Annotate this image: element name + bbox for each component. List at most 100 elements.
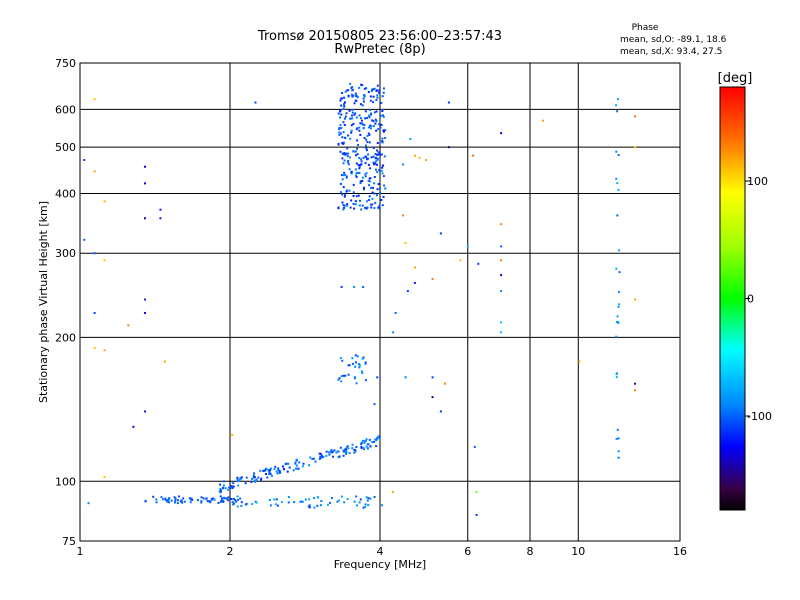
data-point (93, 252, 96, 255)
data-point (359, 103, 362, 106)
data-point (361, 371, 364, 374)
data-point (325, 454, 328, 457)
data-point (155, 501, 158, 504)
data-point (358, 167, 361, 170)
data-point (374, 118, 377, 121)
y-tick-label: 750 (55, 57, 76, 70)
data-point (244, 482, 247, 485)
data-point (615, 373, 618, 376)
data-point (352, 183, 355, 186)
data-point (376, 188, 379, 191)
data-point (473, 445, 476, 448)
data-point (359, 122, 362, 125)
data-point (284, 462, 287, 465)
data-point (370, 186, 373, 189)
data-point (337, 456, 340, 459)
data-point (365, 147, 368, 150)
data-point (339, 446, 342, 449)
data-point (362, 448, 365, 451)
data-point (359, 180, 362, 183)
data-point (354, 112, 357, 115)
data-point (233, 502, 236, 505)
data-point (371, 441, 374, 444)
data-point (358, 129, 361, 132)
data-point (340, 285, 343, 288)
data-point (336, 500, 339, 503)
data-point (617, 450, 620, 453)
data-point (205, 497, 208, 500)
data-point (370, 203, 373, 206)
data-point (377, 183, 380, 186)
data-point (369, 108, 372, 111)
data-point (542, 119, 545, 122)
data-point (236, 477, 239, 480)
data-point (351, 443, 354, 446)
data-point (239, 497, 242, 500)
data-point (353, 500, 356, 503)
data-point (331, 455, 334, 458)
data-point (377, 206, 380, 209)
data-point (329, 501, 332, 504)
data-point (361, 180, 364, 183)
data-point (346, 445, 349, 448)
data-point (372, 161, 375, 164)
data-point (372, 155, 375, 158)
data-point (159, 208, 162, 211)
data-point (343, 204, 346, 207)
data-point (170, 499, 173, 502)
data-point (202, 497, 205, 500)
data-point (384, 129, 387, 132)
data-point (159, 217, 162, 220)
data-point (273, 468, 276, 471)
data-point (439, 232, 442, 235)
data-point (365, 438, 368, 441)
data-point (381, 137, 384, 140)
data-point (280, 501, 283, 504)
data-point (365, 445, 368, 448)
data-point (379, 126, 382, 129)
data-point (143, 217, 146, 220)
data-point (240, 501, 243, 504)
data-point (360, 160, 363, 163)
data-point (223, 484, 226, 487)
data-point (348, 109, 351, 112)
data-point (364, 379, 367, 382)
data-point (372, 120, 375, 123)
data-point (358, 366, 361, 369)
data-point (320, 454, 323, 457)
data-point (325, 450, 328, 453)
data-point (361, 104, 364, 107)
colorbar-tick-label: -100 (747, 410, 772, 423)
data-point (349, 137, 352, 140)
data-point (232, 503, 235, 506)
data-point (266, 476, 269, 479)
data-point (343, 96, 346, 99)
data-point (344, 90, 347, 93)
data-point (281, 465, 284, 468)
data-point (373, 163, 376, 166)
phase-stats-x: mean, sd,X: 93.4, 27.5 (620, 47, 722, 57)
data-point (371, 101, 374, 104)
data-point (362, 100, 365, 103)
data-point (431, 376, 434, 379)
data-point (235, 500, 238, 503)
data-point (376, 94, 379, 97)
data-point (343, 195, 346, 198)
data-point (375, 194, 378, 197)
data-point (358, 156, 361, 159)
data-point (219, 483, 222, 486)
data-point (376, 96, 379, 99)
data-point (349, 206, 352, 209)
data-point (418, 156, 421, 159)
data-point (299, 500, 302, 503)
data-point (288, 466, 291, 469)
data-point (371, 186, 374, 189)
data-point (355, 382, 358, 385)
data-point (345, 446, 348, 449)
data-point (365, 87, 368, 90)
data-point (319, 504, 322, 507)
data-point (354, 150, 357, 153)
data-point (373, 182, 376, 185)
data-point (346, 147, 349, 150)
data-point (340, 97, 343, 100)
